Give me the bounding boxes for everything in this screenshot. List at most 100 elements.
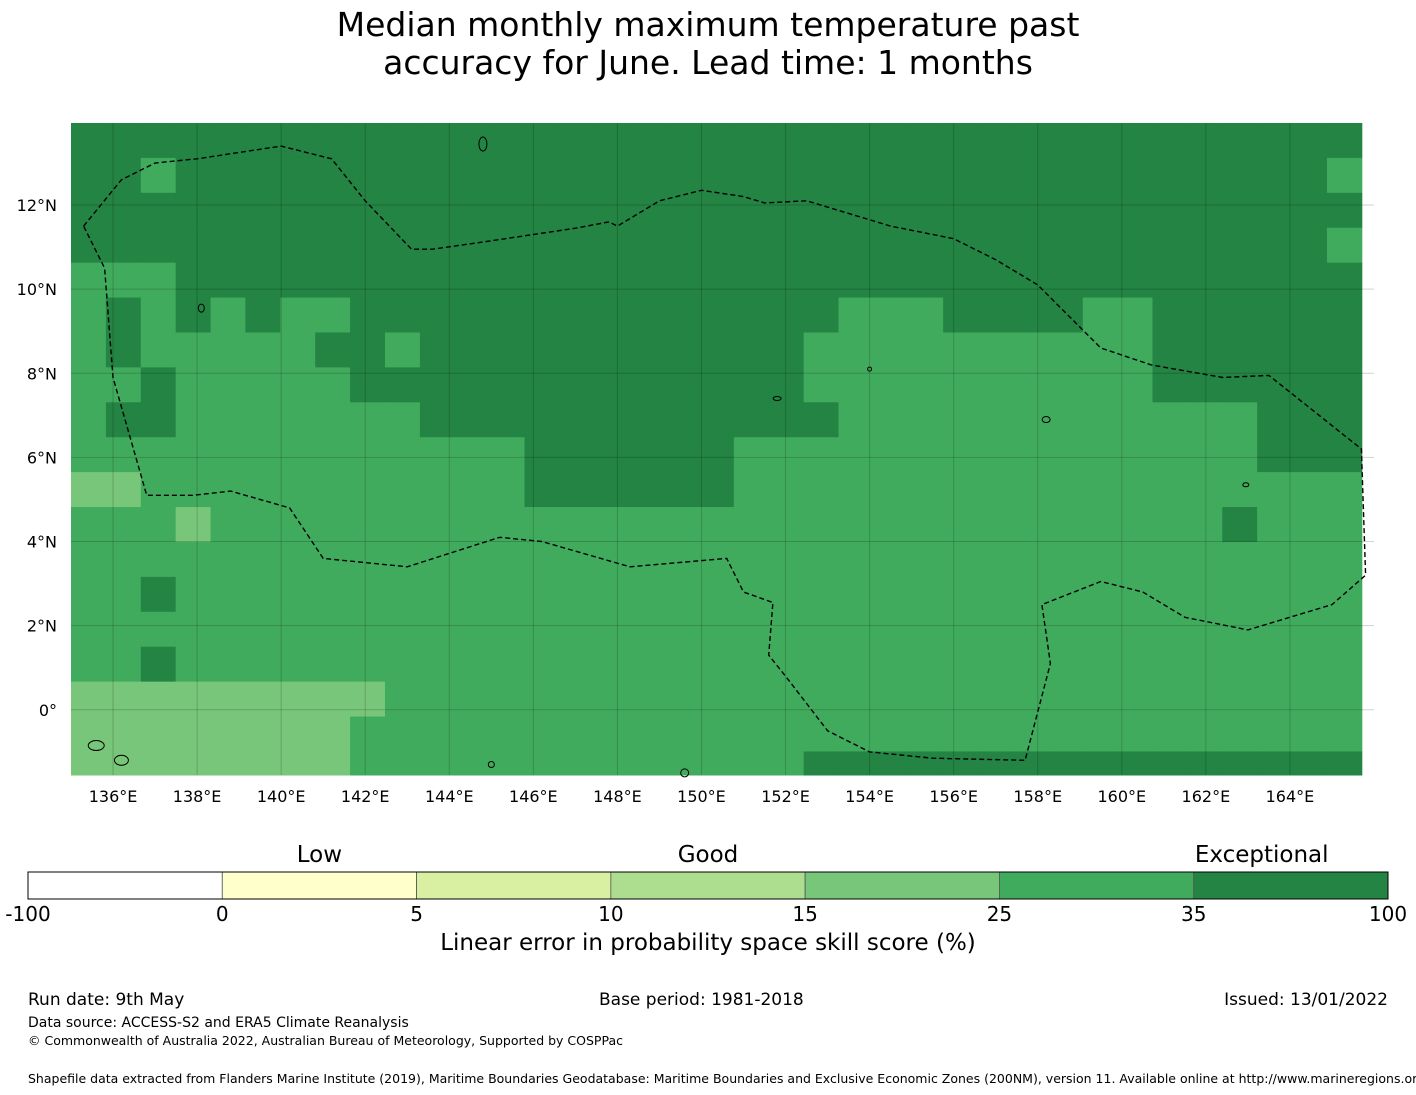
map-cell: [943, 123, 979, 159]
map-cell: [1187, 437, 1223, 473]
map-cell: [1326, 227, 1363, 264]
map-cell: [245, 227, 281, 264]
map-cell: [419, 716, 456, 752]
island-outline: [87, 740, 105, 752]
map-cell: [1117, 297, 1153, 333]
map-cell: [1082, 192, 1119, 229]
map-cell: [1326, 437, 1363, 473]
map-cell: [105, 192, 142, 229]
map-cell: [1292, 262, 1328, 299]
map-cell: [175, 507, 212, 543]
map-cell: [1082, 681, 1119, 718]
map-cell: [384, 123, 421, 159]
map-cell: [803, 123, 840, 159]
map-cell: [1012, 472, 1049, 508]
map-cell: [803, 367, 840, 403]
map-cell: [803, 646, 840, 683]
map-cell: [315, 262, 351, 299]
map-cell: [698, 262, 735, 299]
map-cell: [629, 751, 665, 776]
longitude-tick-label: 150°E: [677, 787, 726, 806]
map-cell: [245, 681, 281, 718]
map-cell: [873, 123, 909, 159]
map-cell: [768, 192, 805, 229]
map-cell: [733, 472, 770, 508]
map-cell: [1292, 227, 1328, 264]
colorbar-tick-label: 0: [215, 902, 229, 926]
map-cell: [1047, 192, 1084, 229]
map-cell: [594, 472, 630, 508]
map-cell: [105, 402, 142, 438]
map-cell: [943, 367, 979, 403]
shapefile-credit: Shapefile data extracted from Flanders M…: [28, 1071, 1416, 1086]
map-cell: [664, 576, 700, 613]
map-cell: [873, 262, 909, 299]
map-cell: [629, 332, 665, 368]
map-cell: [594, 367, 630, 403]
map-cell: [908, 192, 944, 229]
colorbar-segment: [27, 871, 223, 900]
map-cell: [629, 437, 665, 473]
map-cell: [454, 262, 491, 299]
map-cell: [1326, 157, 1363, 194]
map-cell: [71, 367, 107, 403]
map-cell: [454, 576, 491, 613]
map-cell: [280, 157, 316, 194]
map-cell: [559, 262, 595, 299]
colorbar-tick-label: 35: [1180, 902, 1207, 926]
map-cell: [105, 541, 142, 578]
map-cell: [140, 716, 177, 752]
map-cell: [71, 402, 107, 438]
map-cell: [629, 611, 665, 648]
map-cell: [105, 681, 142, 718]
map-cell: [594, 227, 630, 264]
map-cell: [210, 297, 246, 333]
map-cell: [978, 367, 1014, 403]
map-cell: [1152, 751, 1188, 776]
map-cell: [664, 367, 700, 403]
map-cell: [419, 123, 456, 159]
map-cell: [1047, 541, 1084, 578]
map-cell: [210, 192, 246, 229]
map-cell: [838, 681, 874, 718]
map-cell: [1222, 332, 1258, 368]
longitude-tick-label: 160°E: [1097, 787, 1146, 806]
map-cell: [629, 681, 665, 718]
map-cell: [1117, 541, 1153, 578]
map-cell: [210, 681, 246, 718]
map-cell: [594, 646, 630, 683]
map-cell: [384, 332, 421, 368]
map-cell: [838, 611, 874, 648]
map-cell: [210, 123, 246, 159]
map-cell: [315, 681, 351, 718]
map-axis-ticks: 136°E 138°E 140°E 142°E 144°E 146°E 148°E 150°E…: [17, 196, 1315, 806]
map-cell: [1082, 227, 1119, 264]
map-cell: [350, 332, 386, 368]
map-cell: [908, 297, 944, 333]
map-cell: [1326, 262, 1363, 299]
map-cell: [245, 437, 281, 473]
map-cell: [1012, 227, 1049, 264]
map-cell: [315, 541, 351, 578]
map-cell: [768, 472, 805, 508]
map-cell: [768, 681, 805, 718]
map-cell: [908, 367, 944, 403]
map-cell: [1082, 507, 1119, 543]
island-outline: [197, 303, 205, 313]
map-cell: [1117, 227, 1153, 264]
map-cell: [594, 611, 630, 648]
map-cell: [384, 541, 421, 578]
map-cell: [1012, 297, 1049, 333]
map-cell: [803, 751, 840, 776]
map-cell: [175, 541, 212, 578]
map-cell: [838, 402, 874, 438]
map-cell: [1187, 541, 1223, 578]
latitude-tick-label: 8°N: [27, 364, 57, 383]
map-cell: [1257, 611, 1293, 648]
map-cell: [1047, 227, 1084, 264]
longitude-tick-label: 156°E: [929, 787, 978, 806]
map-cell: [943, 402, 979, 438]
map-cell: [350, 541, 386, 578]
map-cell: [315, 192, 351, 229]
map-cell: [454, 646, 491, 683]
